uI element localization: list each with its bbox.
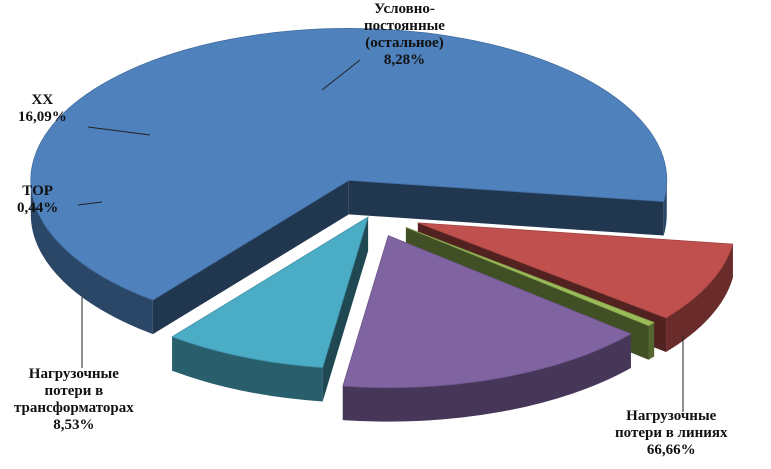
slice-lines-losses-wall [152,180,349,335]
leader-line [321,59,361,91]
label-no-load: ХХ 16,09% [18,92,67,125]
slice-transformer-losses [417,222,734,319]
label-transformer-losses: Нагрузочные потери в трансформаторах 8,5… [14,366,134,433]
slice-tor-side [648,322,655,360]
slice-lines-losses-side [30,180,153,335]
slice-tor [405,227,656,327]
slice-no-load-side [342,333,631,422]
slice-conditional-constant-wall [322,217,369,402]
slice-transformer-losses-side [666,244,733,352]
slice-lines-losses-side [663,180,667,236]
leader-line [87,126,151,136]
slice-lines-losses [30,27,668,301]
leader-line [77,201,103,206]
slice-tops [30,27,734,389]
slice-no-load [342,235,632,389]
slice-lines-losses-wall [348,180,664,236]
label-conditional-constant: Условно- постоянные (остальное) 8,28% [364,1,445,68]
leader-lines [77,59,684,412]
slice-conditional-constant-side [172,336,323,402]
slice-conditional-constant [171,216,369,368]
label-tor: ТОР 0,44% [17,183,59,216]
label-lines-losses: Нагрузочные потери в линиях 66,66% [615,408,728,458]
